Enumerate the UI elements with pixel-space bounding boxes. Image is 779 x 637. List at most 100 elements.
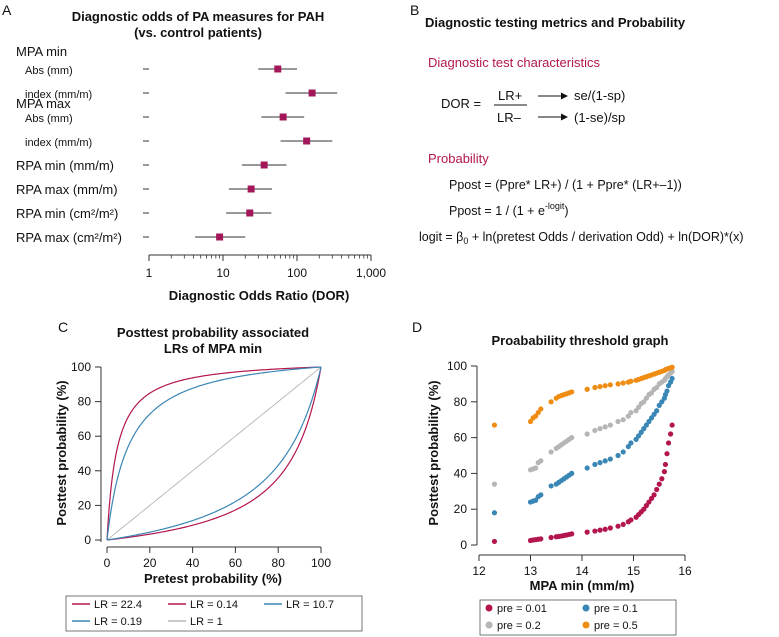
curve-lr-10-7 bbox=[106, 366, 322, 541]
x-tick-label: 0 bbox=[104, 556, 111, 570]
ppost-formula-2: Ppost = 1 / (1 + e-logit) bbox=[449, 201, 569, 218]
legend-item: pre = 0.5 bbox=[582, 620, 638, 632]
data-point bbox=[641, 399, 647, 405]
data-point bbox=[636, 433, 642, 439]
y-tick-label: 20 bbox=[78, 498, 92, 512]
data-point bbox=[654, 384, 660, 391]
group-label-mpa-min: MPA min bbox=[16, 44, 67, 59]
data-point bbox=[648, 415, 655, 421]
forest-row: Abs (mm) bbox=[25, 113, 305, 125]
legend-label: LR = 1 bbox=[190, 616, 223, 628]
data-point bbox=[597, 527, 603, 533]
legend-item: LR = 22.4 bbox=[72, 599, 142, 611]
panel-a-xlabel: Diagnostic Odds Ratio (DOR) bbox=[169, 288, 350, 303]
data-point bbox=[548, 449, 554, 455]
data-point bbox=[615, 452, 621, 459]
data-point bbox=[592, 384, 598, 391]
data-point bbox=[620, 417, 626, 423]
legend-item: LR = 0.14 bbox=[168, 599, 238, 611]
lr-minus-label: LR– bbox=[497, 110, 522, 125]
data-point bbox=[548, 399, 554, 405]
y-tick-label: 0 bbox=[84, 533, 91, 547]
row-label: Abs (mm) bbox=[25, 113, 73, 125]
legend-marker bbox=[582, 621, 590, 629]
data-point bbox=[533, 465, 539, 471]
legend-marker bbox=[485, 621, 493, 629]
panel-d-title: Proabability threshold graph bbox=[492, 333, 669, 348]
y-tick-label: 40 bbox=[454, 466, 468, 480]
data-point bbox=[548, 483, 554, 489]
data-point bbox=[592, 427, 598, 434]
arrow-upper bbox=[538, 92, 568, 100]
legend-label: LR = 22.4 bbox=[94, 599, 142, 611]
data-point bbox=[592, 461, 598, 468]
legend-label: LR = 0.14 bbox=[190, 599, 238, 611]
data-point bbox=[638, 429, 644, 435]
data-point bbox=[659, 399, 665, 405]
x-tick-label: 12 bbox=[472, 564, 486, 578]
x-tick-label: 1,000 bbox=[356, 266, 386, 280]
data-point bbox=[538, 536, 544, 542]
y-tick-label: 0 bbox=[460, 538, 467, 552]
data-point bbox=[584, 386, 590, 392]
curve-lr-0-14 bbox=[106, 366, 322, 541]
data-point bbox=[491, 510, 498, 516]
row-label: RPA min (mm/m) bbox=[16, 158, 114, 173]
data-point bbox=[607, 422, 613, 428]
row-label: RPA max (cm²/m²) bbox=[16, 230, 122, 245]
y-tick-label: 80 bbox=[78, 395, 92, 409]
forest-row: index (mm/m) bbox=[25, 89, 338, 101]
data-point bbox=[620, 449, 626, 455]
data-point bbox=[646, 499, 652, 505]
y-tick-label: 100 bbox=[447, 359, 467, 373]
panel-b: Diagnostic testing metrics and Probabili… bbox=[419, 15, 744, 246]
data-point bbox=[615, 381, 621, 387]
series-pre-0-01 bbox=[491, 422, 675, 545]
series-pre-0-5 bbox=[491, 364, 675, 428]
legend-label: pre = 0.01 bbox=[497, 603, 547, 615]
data-point bbox=[491, 538, 498, 545]
x-tick-label: 100 bbox=[311, 556, 331, 570]
panel-a-title-line1: Diagnostic odds of PA measures for PAH bbox=[72, 9, 325, 24]
data-point bbox=[669, 364, 675, 370]
data-point bbox=[548, 534, 554, 541]
x-tick-label: 14 bbox=[575, 564, 589, 578]
data-point bbox=[535, 409, 541, 416]
series-pre-0-2 bbox=[491, 368, 675, 487]
y-tick-label: 20 bbox=[454, 502, 468, 516]
legend-item: LR = 10.7 bbox=[264, 599, 334, 611]
panel-d-xlabel: MPA min (mm/m) bbox=[530, 578, 635, 593]
panel-letter-a: A bbox=[2, 2, 12, 18]
data-point bbox=[643, 395, 649, 401]
legend-marker bbox=[485, 604, 493, 612]
data-point bbox=[648, 390, 655, 396]
se-sp-ratio-1: se/(1-sp) bbox=[574, 88, 625, 103]
point-estimate bbox=[308, 89, 316, 97]
data-point bbox=[643, 422, 649, 428]
group-label-mpa-max: MPA max bbox=[16, 96, 71, 111]
dor-label: DOR = bbox=[441, 96, 481, 111]
panel-c-legend-box bbox=[65, 595, 363, 632]
data-point bbox=[584, 431, 590, 437]
forest-row: Abs (mm) bbox=[25, 65, 297, 77]
legend-item: pre = 0.2 bbox=[485, 620, 541, 632]
legend-label: pre = 0.5 bbox=[594, 620, 638, 632]
panel-d-legend-box bbox=[479, 599, 677, 636]
curve-lr-22-4 bbox=[106, 366, 322, 541]
data-point bbox=[602, 383, 608, 389]
point-estimate bbox=[274, 65, 282, 73]
panel-c-title-line1: Posttest probability associated bbox=[117, 325, 309, 340]
point-estimate bbox=[279, 113, 287, 121]
data-point bbox=[597, 426, 603, 432]
data-point bbox=[664, 388, 670, 394]
data-point bbox=[597, 383, 603, 390]
forest-row: RPA min (cm²/m²) bbox=[16, 206, 272, 221]
ppost-formula-1: Ppost = (Ppre* LR+) / (1 + Ppre* (LR+–1)… bbox=[449, 178, 682, 192]
panel-c-ylabel: Posttest probability (%) bbox=[54, 380, 69, 525]
legend-label: LR = 10.7 bbox=[286, 599, 334, 611]
data-point bbox=[620, 380, 626, 386]
data-point bbox=[628, 378, 634, 384]
y-tick-label: 60 bbox=[454, 431, 468, 445]
data-point bbox=[633, 436, 639, 442]
x-tick-label: 20 bbox=[143, 556, 157, 570]
